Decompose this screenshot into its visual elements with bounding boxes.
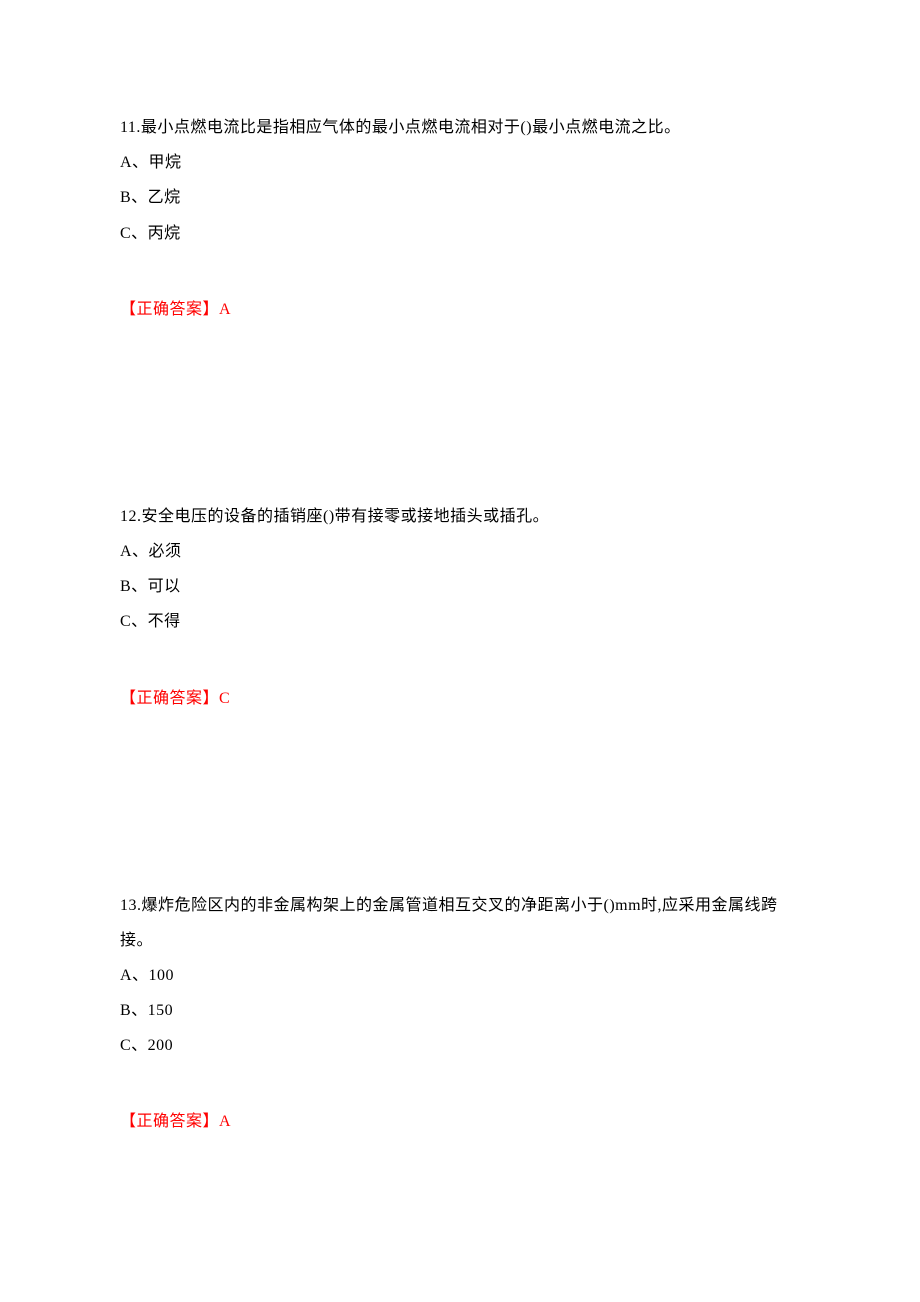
option-c: C、不得 <box>120 604 800 639</box>
option-b: B、乙烷 <box>120 180 800 215</box>
option-c: C、丙烷 <box>120 216 800 251</box>
option-a: A、必须 <box>120 534 800 569</box>
answer-value: C <box>219 690 230 707</box>
question-body: 爆炸危险区内的非金属构架上的金属管道相互交叉的净距离小于()mm时,应采用金属线… <box>120 897 778 949</box>
question-body: 最小点燃电流比是指相应气体的最小点燃电流相对于()最小点燃电流之比。 <box>141 119 681 136</box>
answer-prefix: 【正确答案】 <box>120 1113 219 1130</box>
question-number: 13. <box>120 897 142 914</box>
option-b: B、可以 <box>120 569 800 604</box>
answer-value: A <box>219 1113 231 1130</box>
answer-12: 【正确答案】C <box>120 684 800 708</box>
answer-13: 【正确答案】A <box>120 1107 800 1131</box>
answer-value: A <box>219 301 231 318</box>
question-number: 12. <box>120 508 142 525</box>
answer-11: 【正确答案】A <box>120 295 800 319</box>
page-content: 11.最小点燃电流比是指相应气体的最小点燃电流相对于()最小点燃电流之比。 A、… <box>0 0 920 1191</box>
answer-prefix: 【正确答案】 <box>120 301 219 318</box>
option-a: A、100 <box>120 958 800 993</box>
question-number: 11. <box>120 119 141 136</box>
question-13: 13.爆炸危险区内的非金属构架上的金属管道相互交叉的净距离小于()mm时,应采用… <box>120 888 800 1064</box>
option-a: A、甲烷 <box>120 145 800 180</box>
question-stem: 12.安全电压的设备的插销座()带有接零或接地插头或插孔。 <box>120 499 800 534</box>
question-stem: 11.最小点燃电流比是指相应气体的最小点燃电流相对于()最小点燃电流之比。 <box>120 110 800 145</box>
option-b: B、150 <box>120 993 800 1028</box>
answer-prefix: 【正确答案】 <box>120 690 219 707</box>
question-12: 12.安全电压的设备的插销座()带有接零或接地插头或插孔。 A、必须 B、可以 … <box>120 499 800 640</box>
question-body: 安全电压的设备的插销座()带有接零或接地插头或插孔。 <box>142 508 550 525</box>
question-11: 11.最小点燃电流比是指相应气体的最小点燃电流相对于()最小点燃电流之比。 A、… <box>120 110 800 251</box>
option-c: C、200 <box>120 1028 800 1063</box>
question-stem: 13.爆炸危险区内的非金属构架上的金属管道相互交叉的净距离小于()mm时,应采用… <box>120 888 800 958</box>
